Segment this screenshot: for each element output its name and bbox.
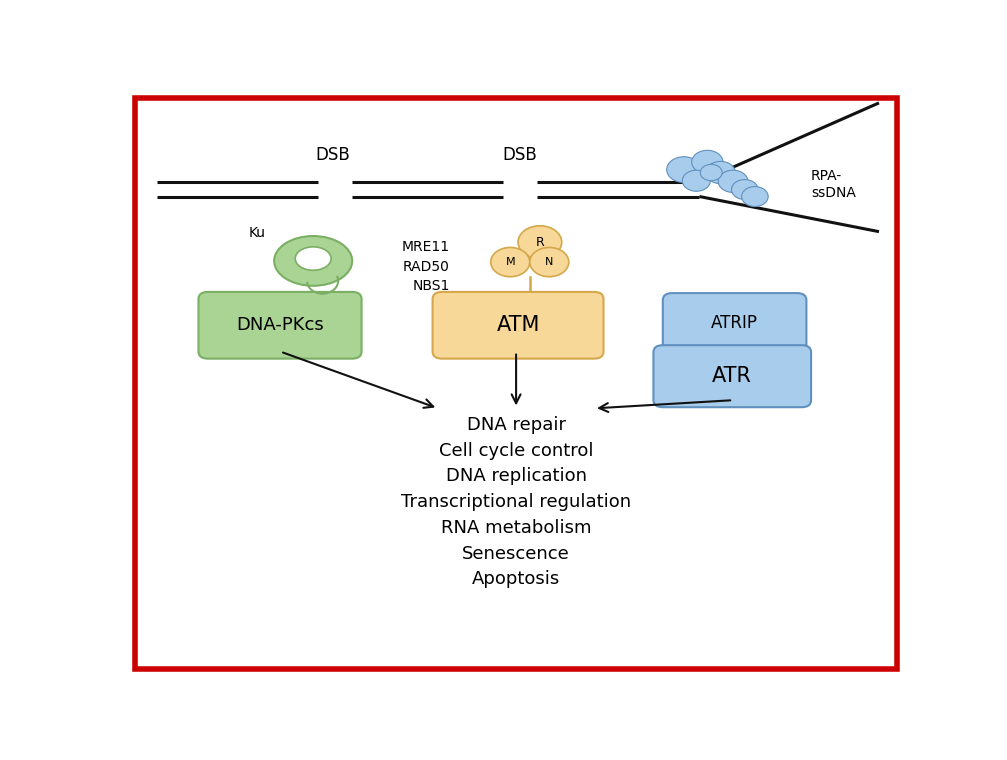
Circle shape bbox=[530, 248, 569, 277]
Text: Transcriptional regulation: Transcriptional regulation bbox=[401, 493, 631, 511]
Text: R: R bbox=[536, 236, 544, 249]
Circle shape bbox=[741, 187, 768, 207]
Text: ATM: ATM bbox=[496, 315, 540, 335]
Text: MRE11
RAD50
NBS1: MRE11 RAD50 NBS1 bbox=[402, 240, 450, 293]
Text: DNA-PKcs: DNA-PKcs bbox=[236, 316, 324, 334]
Text: ATRIP: ATRIP bbox=[711, 314, 758, 332]
Text: Senescence: Senescence bbox=[462, 544, 570, 562]
Circle shape bbox=[718, 170, 748, 192]
FancyBboxPatch shape bbox=[433, 292, 603, 359]
Circle shape bbox=[692, 150, 723, 174]
Text: RNA metabolism: RNA metabolism bbox=[441, 519, 591, 537]
Text: RPA-
ssDNA: RPA- ssDNA bbox=[811, 169, 856, 201]
Text: DNA replication: DNA replication bbox=[445, 467, 587, 486]
Text: M: M bbox=[506, 257, 515, 267]
Circle shape bbox=[667, 157, 701, 182]
Text: Apoptosis: Apoptosis bbox=[472, 570, 560, 588]
Ellipse shape bbox=[274, 236, 352, 286]
Circle shape bbox=[700, 164, 722, 181]
FancyBboxPatch shape bbox=[663, 293, 807, 353]
Text: Ku: Ku bbox=[249, 226, 266, 240]
Ellipse shape bbox=[295, 247, 331, 271]
Text: N: N bbox=[545, 257, 554, 267]
Circle shape bbox=[490, 248, 530, 277]
Circle shape bbox=[518, 226, 562, 258]
Text: DSB: DSB bbox=[502, 147, 538, 164]
Circle shape bbox=[683, 170, 710, 192]
Text: ATR: ATR bbox=[712, 366, 752, 386]
Circle shape bbox=[706, 161, 735, 184]
Text: DSB: DSB bbox=[315, 147, 350, 164]
Text: DNA repair: DNA repair bbox=[466, 416, 566, 434]
Circle shape bbox=[731, 179, 758, 199]
FancyBboxPatch shape bbox=[198, 292, 362, 359]
Text: Cell cycle control: Cell cycle control bbox=[439, 442, 593, 460]
FancyBboxPatch shape bbox=[654, 345, 811, 407]
